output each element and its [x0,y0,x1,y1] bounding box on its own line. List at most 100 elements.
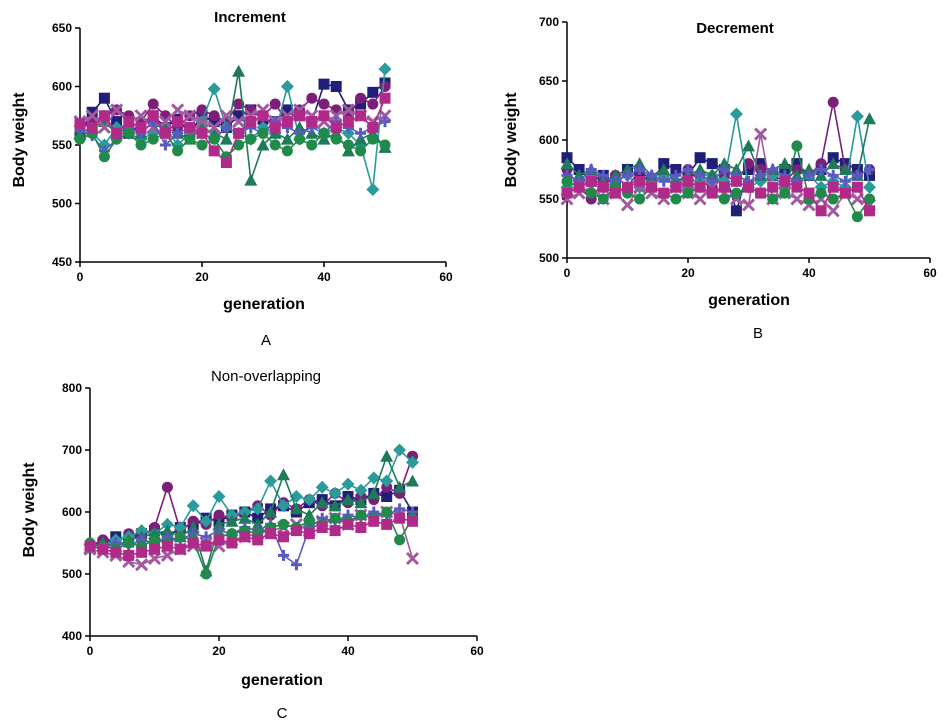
data-point [196,139,208,151]
y-axis-label: Body weight [21,462,38,558]
data-point [406,455,419,469]
data-point [196,127,208,139]
data-point [183,109,197,123]
data-point [238,511,252,524]
data-point [245,116,257,128]
data-point [864,164,875,175]
data-point [393,443,407,457]
y-tick-label: 600 [52,80,72,94]
data-point [220,121,232,133]
data-point [394,534,406,546]
data-point [827,96,839,108]
data-point [207,82,221,96]
data-point [123,537,135,549]
data-point [839,187,851,199]
data-point [281,104,293,116]
data-point [755,169,767,181]
data-point [213,534,225,546]
series [84,512,418,561]
data-point [269,98,281,110]
data-point [303,515,315,527]
data-point [743,181,754,193]
data-point [718,193,730,205]
panel-label: C [276,705,288,722]
data-point [257,127,269,139]
data-point [394,512,406,524]
data-point [86,106,98,118]
x-axis-label: generation [223,296,305,313]
data-point [172,145,184,157]
data-point [827,169,839,181]
data-point [330,133,342,145]
data-point [754,127,768,141]
data-point [755,158,767,170]
data-point [755,187,767,199]
data-point [328,486,342,500]
data-point [367,133,379,145]
x-tick-label: 60 [439,270,453,284]
data-point [233,139,245,151]
data-point [394,503,406,515]
data-point [791,158,803,170]
data-point [779,187,791,199]
data-point [290,525,302,537]
data-point [174,543,186,555]
data-point [729,107,743,121]
data-point [212,490,226,503]
data-point [149,543,160,555]
data-point [864,205,875,217]
x-axis-label: generation [708,292,790,309]
data-point [560,157,574,170]
y-tick-label: 600 [62,505,82,519]
y-tick-label: 450 [52,255,72,269]
panel-label: B [752,325,764,342]
data-point [634,193,646,205]
data-point [657,163,671,175]
data-point [277,499,290,513]
data-point [827,193,839,205]
data-point [355,522,367,533]
data-point [693,163,707,175]
data-point [110,546,122,558]
y-tick-label: 650 [539,74,559,88]
data-point [207,120,221,135]
x-tick-label: 60 [923,266,937,280]
data-point [239,531,251,543]
data-point [264,474,278,488]
data-point [864,193,875,205]
data-point [620,198,635,212]
chart-title: Increment [214,9,286,26]
data-point [97,543,109,555]
data-point [213,509,225,521]
data-point [405,551,420,566]
data-point [342,139,354,151]
data-point [186,521,200,533]
data-point [367,98,379,110]
data-point [355,127,367,139]
data-point [646,169,658,181]
data-point [278,518,289,530]
data-point [779,164,791,175]
data-point [670,169,682,181]
data-point [717,157,731,170]
data-point [381,506,393,518]
data-point [729,163,743,175]
data-point [406,474,419,487]
data-point [767,181,779,193]
data-point [123,116,135,128]
data-point [802,163,816,175]
data-point [407,515,418,527]
y-tick-label: 500 [62,567,82,581]
data-point [658,175,670,187]
data-point [184,133,196,145]
data-point [367,486,381,499]
data-point [199,514,213,528]
data-point [220,157,232,169]
data-point [851,211,863,223]
data-point [172,116,184,128]
data-point [815,187,827,199]
x-tick-label: 40 [317,270,331,284]
data-point [379,139,391,151]
data-point [741,198,756,212]
